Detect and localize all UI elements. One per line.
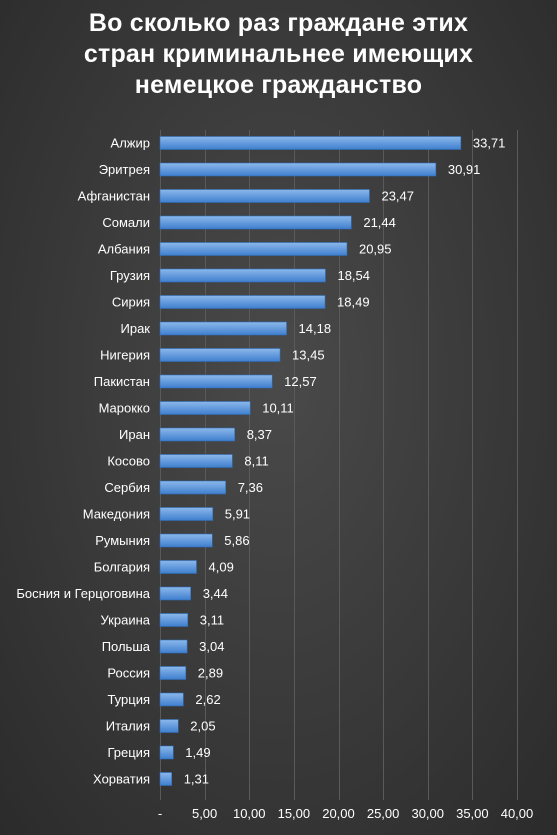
data-label: 8,11: [244, 454, 268, 469]
category-label: Хорватия: [93, 772, 150, 787]
bar: [159, 480, 226, 495]
bar: [159, 189, 370, 203]
bar: [159, 401, 251, 415]
category-label: Ирак: [121, 321, 151, 336]
category-label: Болгария: [94, 560, 150, 575]
bar: [159, 242, 348, 256]
category-label: Албания: [98, 242, 150, 257]
chart-title-line-2: стран криминальнее имеющих: [83, 40, 474, 68]
category-label: Россия: [107, 666, 150, 681]
x-tick-label: -: [158, 806, 162, 821]
data-label: 18,54: [337, 268, 370, 283]
x-tick-label: 20,00: [322, 806, 355, 821]
bar: [159, 560, 197, 574]
chart-title-line-1: Во сколько раз граждане этих: [88, 9, 469, 37]
category-label: Пакистан: [94, 374, 150, 389]
data-label: 13,45: [292, 348, 325, 363]
bar: [159, 268, 326, 283]
bar: [159, 321, 287, 336]
data-label: 30,91: [448, 162, 481, 177]
bar: [159, 719, 179, 733]
bar: [159, 639, 188, 654]
data-label: 1,31: [184, 772, 209, 787]
category-label: Алжир: [111, 136, 150, 151]
data-label: 2,89: [198, 666, 223, 681]
x-tick-label: 5,00: [192, 806, 217, 821]
bar: [159, 162, 437, 177]
bar: [159, 427, 236, 442]
data-label: 3,04: [199, 639, 224, 654]
data-label: 4,09: [209, 560, 234, 575]
x-tick-label: 15,00: [278, 806, 311, 821]
bar: [159, 215, 352, 230]
data-label: 23,47: [381, 189, 414, 204]
category-label: Сербия: [104, 480, 150, 495]
category-label: Босния и Герцоговина: [16, 586, 150, 601]
data-label: 3,44: [203, 586, 228, 601]
bar: [159, 348, 281, 362]
category-label: Нигерия: [100, 348, 150, 363]
category-label: Украина: [101, 613, 151, 628]
bar: [159, 374, 273, 389]
chart-title: Во сколько раз граждане этих стран крими…: [0, 8, 557, 101]
bar: [159, 772, 172, 786]
category-label: Косово: [107, 454, 150, 469]
data-label: 14,18: [299, 321, 332, 336]
data-label: 33,71: [473, 136, 506, 151]
data-label: 5,91: [225, 507, 250, 522]
bar: [159, 295, 326, 309]
data-label: 20,95: [359, 242, 392, 257]
category-label: Польша: [102, 639, 151, 654]
x-tick-label: 25,00: [367, 806, 400, 821]
category-label: Сирия: [112, 295, 150, 310]
bar: [159, 586, 192, 601]
x-tick-label: 40,00: [501, 806, 534, 821]
chart-title-line-3: немецкое гражданство: [134, 71, 423, 99]
bar: [159, 136, 462, 150]
data-label: 1,49: [185, 745, 210, 760]
data-label: 2,05: [190, 719, 215, 734]
bar: [159, 454, 233, 468]
data-label: 2,62: [195, 692, 220, 707]
category-label: Сомали: [102, 215, 150, 230]
bar: [159, 613, 189, 627]
data-label: 5,86: [224, 533, 249, 548]
data-label: 18,49: [337, 295, 370, 310]
category-label: Афганистан: [78, 189, 150, 204]
data-label: 7,36: [238, 480, 263, 495]
data-label: 21,44: [363, 215, 396, 230]
x-tick-label: 30,00: [411, 806, 444, 821]
category-label: Эритрея: [99, 162, 150, 177]
category-label: Турция: [107, 692, 150, 707]
data-label: 3,11: [200, 613, 224, 628]
category-label: Италия: [106, 719, 150, 734]
bar: [159, 533, 213, 548]
bar: [159, 692, 184, 707]
category-label: Румыния: [95, 533, 150, 548]
data-label: 8,37: [247, 427, 272, 442]
data-label: 10,11: [262, 401, 294, 416]
x-tick-label: 35,00: [456, 806, 489, 821]
bar: [159, 507, 214, 521]
data-label: 12,57: [284, 374, 317, 389]
category-label: Марокко: [99, 401, 150, 416]
bar: [159, 745, 174, 760]
bar: [159, 666, 187, 680]
category-label: Македония: [83, 507, 150, 522]
x-tick-label: 10,00: [233, 806, 266, 821]
category-label: Иран: [119, 427, 150, 442]
category-label: Грузия: [110, 268, 150, 283]
category-label: Греция: [107, 745, 150, 760]
